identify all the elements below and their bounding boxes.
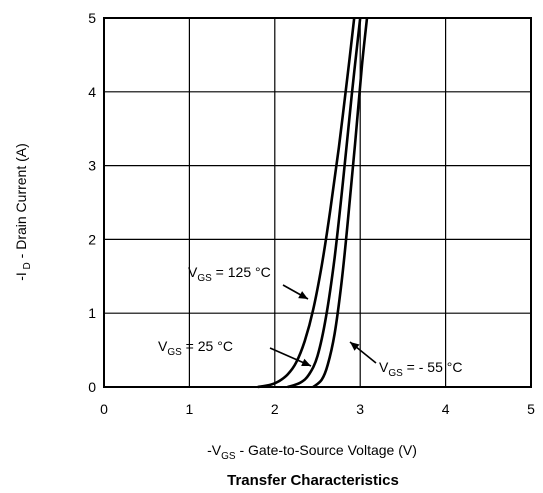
x-tick-label-4: 4 [442, 401, 450, 417]
y-axis-label: -I D - Drain Current (A) [13, 143, 33, 281]
x-tick-label-5: 5 [527, 401, 535, 417]
y-tick-label-1: 1 [88, 305, 96, 321]
x-tick-label-2: 2 [271, 401, 279, 417]
arrow-125c-head [298, 291, 308, 299]
curve-label-125c: VGS = 125 °C [188, 264, 271, 284]
y-tick-label-5: 5 [88, 10, 96, 26]
plot-frame [103, 17, 532, 388]
tick-labels: 0 1 2 3 4 5 0 1 2 3 4 5 [88, 10, 535, 417]
arrow-minus55c [349, 341, 377, 364]
arrow-25c-head [301, 358, 311, 367]
y-tick-label-0: 0 [88, 379, 96, 395]
curve-label-25c: VGS = 25 °C [158, 338, 233, 358]
arrow-125c [282, 284, 309, 300]
x-tick-label-3: 3 [356, 401, 364, 417]
arrow-25c [269, 347, 312, 367]
curves [257, 17, 369, 389]
y-tick-label-4: 4 [88, 84, 96, 100]
x-tick-label-0: 0 [100, 401, 108, 417]
y-tick-label-2: 2 [88, 231, 96, 247]
chart-title: Transfer Characteristics [227, 472, 399, 489]
x-tick-label-1: 1 [186, 401, 194, 417]
y-tick-label-3: 3 [88, 158, 96, 174]
annotation-arrows [269, 284, 377, 367]
curve-label-minus55c: VGS = - 55 °C [379, 359, 462, 379]
curve-25c [287, 17, 362, 389]
curve-125c [257, 17, 356, 389]
curve-minus55c [312, 17, 369, 389]
x-axis-label: -VGS - Gate-to-Source Voltage (V) [207, 442, 417, 462]
arrow-minus55c-head [350, 342, 360, 351]
grid-lines [104, 18, 531, 387]
